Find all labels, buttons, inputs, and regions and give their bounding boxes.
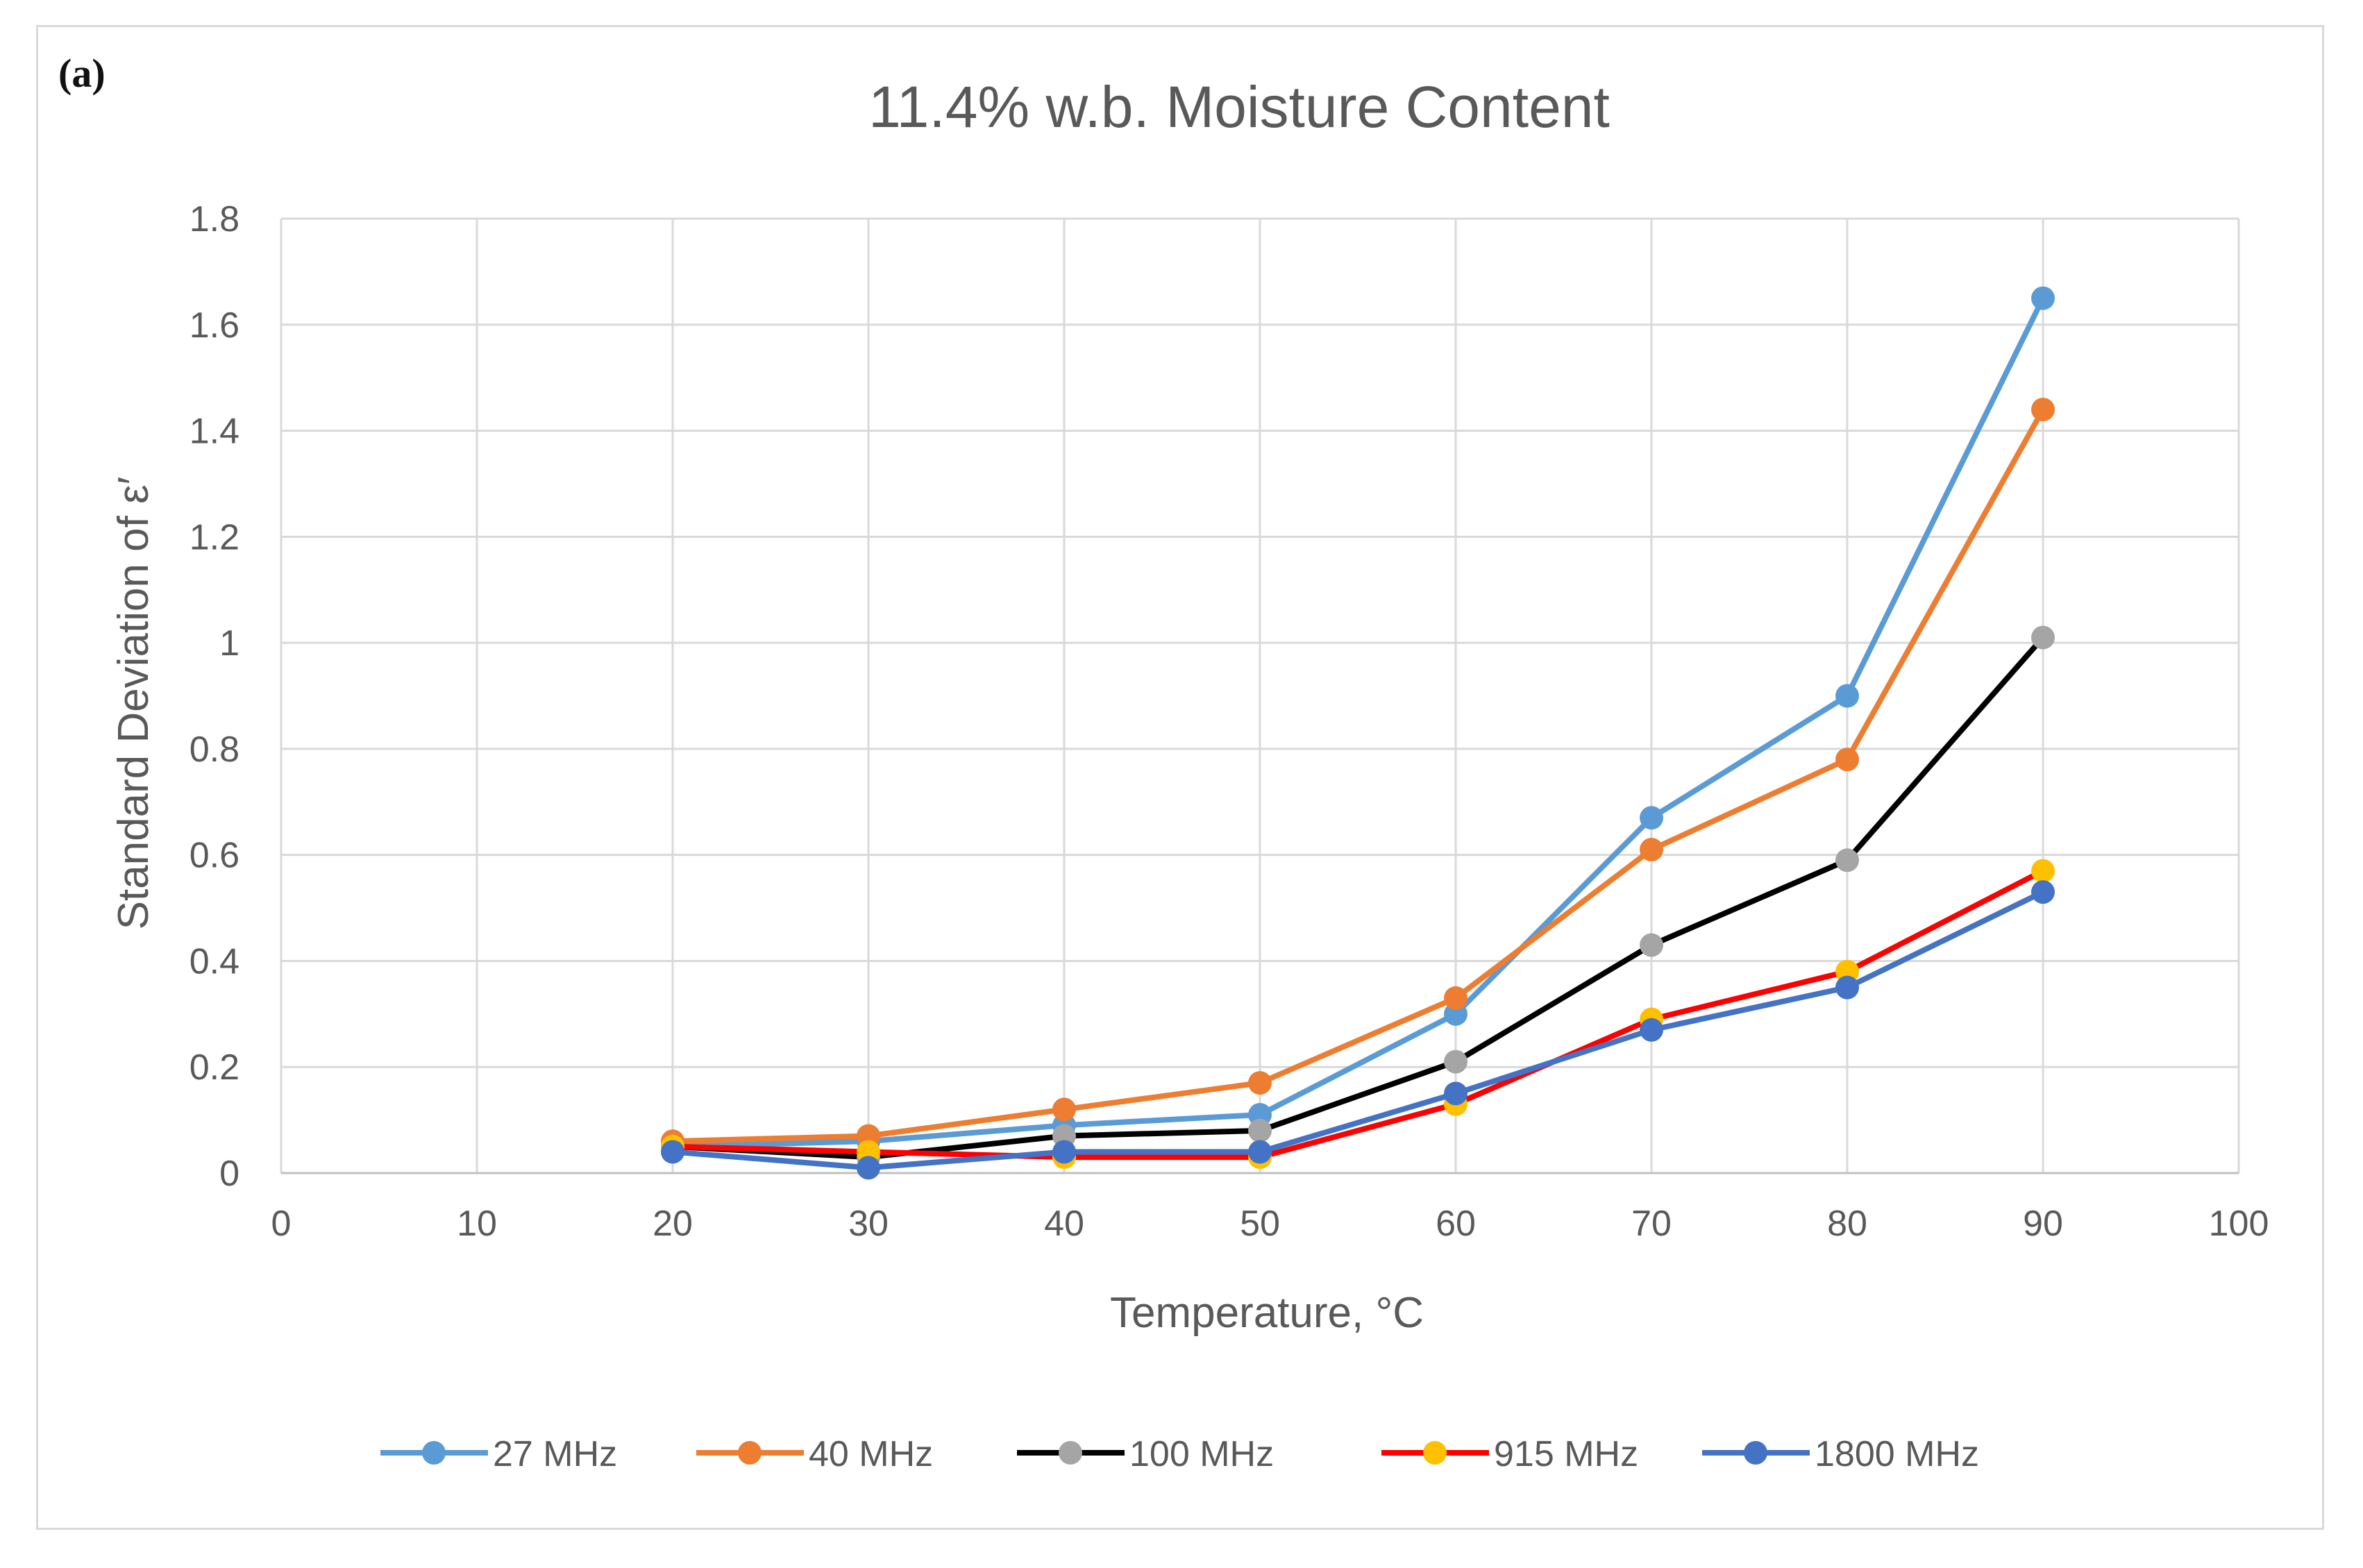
series-27-mhz — [661, 286, 2055, 1158]
legend-item[interactable]: 27 MHz — [380, 1434, 617, 1474]
legend-item[interactable]: 915 MHz — [1381, 1434, 1638, 1474]
data-point — [2031, 625, 2055, 650]
x-tick-label: 90 — [2023, 1204, 2063, 1244]
gridlines — [280, 217, 2240, 1174]
x-tick-label: 50 — [1240, 1204, 1280, 1244]
legend-label: 27 MHz — [493, 1434, 617, 1474]
data-point — [1444, 986, 1468, 1010]
y-tick-label: 1 — [219, 623, 239, 664]
data-series — [661, 286, 2055, 1180]
legend-marker — [1744, 1441, 1767, 1465]
y-axis-ticks: 0 0.2 0.4 0.6 0.8 1 1.2 1.4 1.6 1.8 — [190, 199, 239, 1194]
data-point — [2031, 859, 2055, 883]
y-tick-label: 1.4 — [190, 412, 239, 452]
data-point — [1835, 975, 1859, 1000]
y-tick-label: 0.2 — [190, 1047, 239, 1088]
chart-frame — [36, 25, 2324, 1530]
series-40-mhz — [661, 398, 2055, 1154]
x-axis-ticks: 0 10 20 30 40 50 60 70 80 90 100 — [271, 1204, 2269, 1244]
legend-marker — [738, 1441, 762, 1465]
series-line — [672, 635, 2046, 1161]
data-point — [1052, 1140, 1076, 1164]
series-line — [672, 868, 2044, 1161]
x-tick-label: 40 — [1044, 1204, 1084, 1244]
data-point — [1640, 933, 1663, 957]
data-point — [661, 1140, 684, 1164]
legend-item[interactable]: 40 MHz — [696, 1434, 933, 1474]
legend-marker — [1423, 1441, 1447, 1465]
series-1800-mhz — [661, 880, 2055, 1180]
x-tick-label: 30 — [848, 1204, 889, 1244]
x-tick-label: 20 — [653, 1204, 693, 1244]
panel-label: (a) — [58, 51, 106, 96]
y-tick-label: 1.6 — [190, 305, 239, 346]
legend-item[interactable]: 100 MHz — [1017, 1434, 1274, 1474]
data-point — [1640, 1018, 1663, 1042]
legend-label: 100 MHz — [1129, 1434, 1274, 1474]
y-axis-label: Standard Deviation of ε′ — [110, 477, 158, 930]
data-point — [1835, 684, 1859, 708]
x-tick-label: 70 — [1631, 1204, 1672, 1244]
data-point — [1444, 1049, 1468, 1074]
x-axis-label: Temperature, °C — [1110, 1289, 1424, 1337]
y-tick-label: 1.2 — [190, 517, 239, 557]
data-point — [2031, 286, 2055, 310]
data-point — [857, 1156, 880, 1180]
data-point — [2031, 398, 2055, 421]
chart-title: 11.4% w.b. Moisture Content — [868, 74, 1610, 140]
legend-marker — [422, 1441, 446, 1465]
y-tick-label: 0.6 — [190, 836, 239, 876]
data-point — [1248, 1140, 1272, 1164]
x-tick-label: 100 — [2209, 1204, 2269, 1244]
y-tick-label: 0.8 — [190, 730, 239, 770]
legend-label: 40 MHz — [809, 1434, 933, 1474]
x-tick-label: 60 — [1436, 1204, 1476, 1244]
data-point — [1052, 1097, 1076, 1122]
data-point — [1248, 1071, 1272, 1095]
data-point — [1640, 806, 1663, 830]
legend-label: 915 MHz — [1494, 1434, 1638, 1474]
series-line — [672, 889, 2044, 1171]
data-point — [1248, 1118, 1272, 1143]
data-point — [1835, 848, 1859, 872]
data-point — [1835, 748, 1859, 772]
y-tick-label: 0 — [219, 1154, 239, 1194]
data-point — [1444, 1081, 1468, 1106]
series-line — [672, 296, 2046, 1149]
series-line — [672, 408, 2046, 1145]
y-tick-label: 0.4 — [190, 941, 239, 981]
legend-item[interactable]: 1800 MHz — [1702, 1434, 1979, 1474]
x-tick-label: 10 — [457, 1204, 497, 1244]
legend[interactable]: 27 MHz 40 MHz 100 MHz 915 MHz 1800 MHz — [380, 1434, 1979, 1474]
y-tick-label: 1.8 — [190, 199, 239, 239]
legend-label: 1800 MHz — [1815, 1434, 1979, 1474]
data-point — [2031, 880, 2055, 904]
legend-marker — [1059, 1441, 1082, 1465]
x-tick-label: 0 — [271, 1204, 292, 1244]
data-point — [1640, 838, 1663, 862]
x-tick-label: 80 — [1827, 1204, 1867, 1244]
